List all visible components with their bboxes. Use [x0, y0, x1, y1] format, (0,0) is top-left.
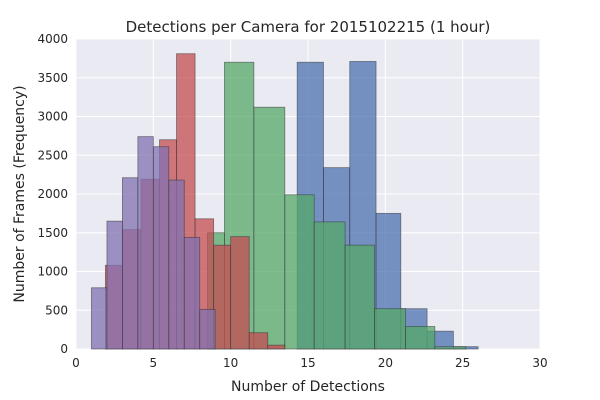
- histogram-bar: [248, 332, 269, 350]
- histogram-bar: [230, 236, 250, 350]
- histogram-bar: [405, 326, 436, 350]
- y-tick-label: 2000: [37, 187, 68, 201]
- series-3-bars: [91, 136, 216, 350]
- histogram-bar: [344, 244, 375, 350]
- histogram-bars: [91, 53, 479, 350]
- y-tick-label: 500: [45, 303, 68, 317]
- histogram-bar: [152, 146, 170, 350]
- y-tick-label: 3000: [37, 110, 68, 124]
- histogram-bar: [199, 309, 216, 350]
- y-tick-label: 0: [60, 342, 68, 356]
- histogram-bar: [137, 136, 154, 350]
- x-tick-label: 30: [532, 356, 547, 370]
- y-tick-label: 1000: [37, 265, 68, 279]
- x-tick-label: 20: [378, 356, 393, 370]
- y-tick-label: 3500: [37, 71, 68, 85]
- histogram-bar: [213, 244, 232, 350]
- histogram-bar: [284, 194, 315, 350]
- x-axis-label: Number of Detections: [231, 379, 385, 395]
- histogram-bar: [168, 179, 185, 350]
- histogram-bar: [374, 308, 406, 350]
- histogram-bar: [313, 221, 346, 350]
- x-tick-label: 5: [150, 356, 158, 370]
- histogram-bar: [434, 346, 467, 350]
- histogram-bar: [106, 220, 123, 350]
- x-tick-label: 0: [72, 356, 80, 370]
- y-axis-label: Number of Frames (Frequency): [12, 85, 28, 302]
- y-tick-label: 1500: [37, 226, 68, 240]
- chart-title: Detections per Camera for 2015102215 (1 …: [126, 18, 491, 36]
- y-tick-label: 2500: [37, 148, 68, 162]
- histogram-bar: [183, 236, 201, 350]
- histogram-bar: [122, 177, 139, 350]
- x-tick-label: 15: [300, 356, 315, 370]
- x-tick-labels: 0 5 10 15 20 25 30: [72, 356, 547, 370]
- y-tick-labels: 0 500 1000 1500 2000 2500 3000 3500 4000: [37, 32, 68, 356]
- y-tick-label: 4000: [37, 32, 68, 46]
- histogram-bar: [267, 344, 286, 350]
- x-tick-label: 10: [223, 356, 238, 370]
- histogram-bar: [91, 287, 108, 350]
- x-tick-label: 25: [455, 356, 470, 370]
- histogram-bar: [253, 106, 286, 350]
